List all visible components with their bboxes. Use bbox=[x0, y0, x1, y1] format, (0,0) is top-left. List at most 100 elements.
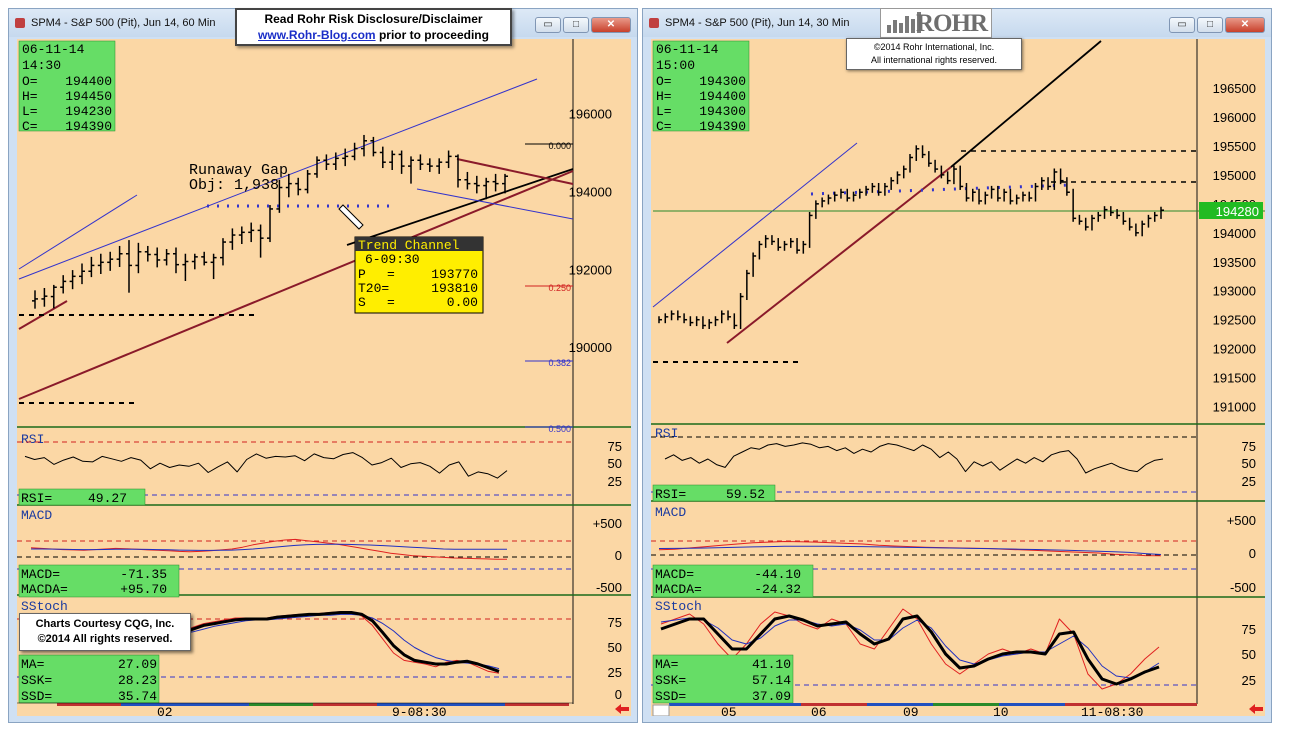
stoch-tick-label: 25 bbox=[608, 665, 622, 680]
chart-area-left[interactable]: 196000 194000 192000 190000 06-11-14 14:30 O= 1… bbox=[17, 39, 631, 716]
trend-channel-title: Trend Channel bbox=[358, 238, 460, 253]
trend-channel-label: S bbox=[358, 295, 366, 310]
stoch-value: 27.09 bbox=[118, 657, 157, 672]
info-label: O= bbox=[22, 74, 38, 89]
stoch-value: 57.14 bbox=[752, 673, 791, 688]
info-label: C= bbox=[22, 119, 38, 134]
info-date: 06-11-14 bbox=[22, 42, 85, 57]
rsi-line bbox=[664, 442, 1164, 474]
macd-value-label: MACDA= bbox=[21, 582, 68, 597]
upper-channel-line bbox=[652, 142, 858, 308]
stoch-value-label: SSD= bbox=[21, 689, 52, 704]
dotted-level bbox=[810, 183, 1072, 196]
macd-value: -71.35 bbox=[120, 567, 167, 582]
price-chart-right[interactable]: 1965001960001955001950001945001940001935… bbox=[651, 39, 1265, 716]
stoch-tick-label: 75 bbox=[1242, 622, 1256, 637]
trendline bbox=[726, 166, 952, 344]
minimize-button[interactable]: ▭ bbox=[535, 17, 561, 33]
time-axis-stripe bbox=[121, 703, 185, 706]
price-tick-label: 190000 bbox=[569, 340, 612, 355]
time-axis-stripe bbox=[735, 703, 801, 706]
upper-channel-line bbox=[18, 194, 138, 270]
trend-channel-label: T20= bbox=[358, 281, 389, 296]
courtesy-line1: Charts Courtesy CQG, Inc. bbox=[35, 618, 175, 630]
price-tick-label: 194000 bbox=[1213, 226, 1256, 241]
close-button[interactable]: ✕ bbox=[591, 17, 631, 33]
disclaimer-line2: prior to proceeding bbox=[378, 28, 489, 42]
macd-value-label: MACDA= bbox=[655, 582, 702, 597]
info-date: 06-11-14 bbox=[656, 42, 719, 57]
disclaimer-notice: Read Rohr Risk Disclosure/Disclaimer www… bbox=[235, 8, 512, 46]
macd-label: MACD bbox=[21, 508, 52, 523]
time-axis-stripe bbox=[249, 703, 313, 706]
copyright-line2: All international rights reserved. bbox=[870, 55, 998, 65]
macd-value: -24.32 bbox=[754, 582, 801, 597]
close-button[interactable]: ✕ bbox=[1225, 17, 1265, 33]
time-axis-stripe bbox=[801, 703, 867, 706]
price-tick-label: 192500 bbox=[1213, 313, 1256, 328]
stoch-tick-label: 75 bbox=[608, 615, 622, 630]
price-tick-label: 196000 bbox=[1213, 110, 1256, 125]
copyright-notice: ©2014 Rohr International, Inc. All inter… bbox=[846, 38, 1022, 70]
fib-label: 0.500 bbox=[548, 424, 571, 434]
macd-value: +95.70 bbox=[120, 582, 167, 597]
price-tick-label: 195000 bbox=[1213, 168, 1256, 183]
info-value: 194300 bbox=[699, 74, 746, 89]
stoch-label: SStoch bbox=[655, 599, 702, 614]
ohlc-info-box bbox=[652, 40, 750, 132]
macd-tick-label: +500 bbox=[593, 516, 622, 531]
current-price-value: 194280 bbox=[1216, 204, 1259, 219]
chart-area-right[interactable]: 1965001960001955001950001945001940001935… bbox=[651, 39, 1265, 716]
window-title: SPM4 - S&P 500 (Pit), Jun 14, 30 Min bbox=[665, 17, 850, 29]
macd-value: -44.10 bbox=[754, 567, 801, 582]
rsi-line bbox=[24, 452, 508, 479]
time-axis-stripe bbox=[933, 703, 999, 706]
app-icon bbox=[15, 18, 25, 28]
time-axis-stripe bbox=[441, 703, 505, 706]
window-title: SPM4 - S&P 500 (Pit), Jun 14, 60 Min bbox=[31, 17, 216, 29]
price-tick-label: 191000 bbox=[1213, 400, 1256, 415]
price-tick-label: 193500 bbox=[1213, 255, 1256, 270]
time-axis-stripe bbox=[377, 703, 441, 706]
price-tick-label: 195500 bbox=[1213, 139, 1256, 154]
stoch-value-label: MA= bbox=[655, 657, 679, 672]
time-axis-stripe bbox=[1131, 703, 1197, 706]
trend-channel-time: 6-09:30 bbox=[365, 252, 420, 267]
maximize-button[interactable]: □ bbox=[1197, 17, 1223, 33]
time-axis-stripe bbox=[313, 703, 377, 706]
time-axis-label: 02 bbox=[157, 705, 173, 716]
stoch-label: SStoch bbox=[21, 599, 68, 614]
rsi-value: 59.52 bbox=[726, 487, 765, 502]
info-label: L= bbox=[22, 104, 38, 119]
rsi-value-label: RSI= bbox=[655, 487, 686, 502]
macd-tick-label: 0 bbox=[615, 548, 622, 563]
stoch-value-label: SSK= bbox=[655, 673, 686, 688]
lower-channel-line bbox=[416, 188, 574, 220]
macd-tick-label: -500 bbox=[596, 580, 622, 595]
app-icon bbox=[649, 18, 659, 28]
rsi-value: 49.27 bbox=[88, 491, 127, 506]
trend-channel-value: 193770 bbox=[431, 267, 478, 282]
stoch-value: 41.10 bbox=[752, 657, 791, 672]
info-time: 15:00 bbox=[656, 58, 695, 73]
minimize-button[interactable]: ▭ bbox=[1169, 17, 1195, 33]
time-axis-stripe bbox=[999, 703, 1065, 706]
maximize-button[interactable]: □ bbox=[563, 17, 589, 33]
upper-channel-line bbox=[18, 78, 538, 280]
trendline bbox=[18, 170, 574, 400]
blog-link[interactable]: www.Rohr-Blog.com bbox=[258, 28, 376, 42]
macd-value-box bbox=[18, 564, 180, 598]
stoch-value-label: MA= bbox=[21, 657, 45, 672]
trend-channel-label: P bbox=[358, 267, 366, 282]
info-value: 194450 bbox=[65, 89, 112, 104]
pencil-cursor-icon bbox=[338, 204, 364, 230]
price-tick-label: 196500 bbox=[1213, 81, 1256, 96]
macd-line bbox=[30, 538, 508, 560]
fib-label: 0.000 bbox=[548, 141, 571, 151]
rsi-tick-label: 50 bbox=[608, 456, 622, 471]
trend-channel-header bbox=[355, 237, 483, 251]
ohlc-info-box bbox=[18, 40, 116, 132]
rsi-tick-label: 25 bbox=[1242, 474, 1256, 489]
info-value: 194300 bbox=[699, 104, 746, 119]
